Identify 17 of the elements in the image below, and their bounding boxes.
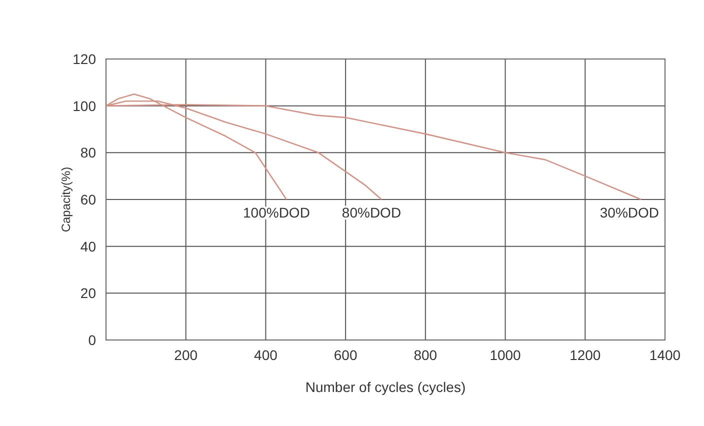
x-tick-label: 1000: [490, 347, 522, 363]
x-tick-label: 1200: [570, 347, 601, 363]
x-tick-label: 600: [334, 347, 358, 363]
y-axis-title: Capacity(%): [59, 166, 73, 232]
y-tick-label: 80: [80, 144, 96, 161]
y-tick-label: 120: [72, 51, 96, 67]
y-tick-label: 60: [80, 192, 96, 208]
series-label: 30%DOD: [600, 204, 660, 220]
x-axis-title: Number of cycles (cycles): [305, 379, 466, 395]
y-tick-label: 0: [88, 332, 96, 348]
x-tick-label: 200: [174, 347, 198, 363]
x-tick-label: 1400: [649, 347, 681, 363]
y-tick-label: 100: [72, 98, 96, 114]
x-tick-label: 800: [414, 347, 438, 363]
y-tick-label: 40: [80, 238, 96, 254]
y-tick-label: 20: [80, 285, 96, 302]
x-tick-label: 400: [254, 347, 278, 363]
